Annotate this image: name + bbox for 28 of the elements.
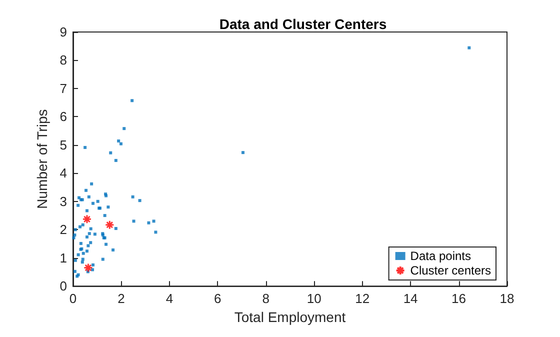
y-tick-label: 1 [60, 250, 67, 266]
point [104, 220, 114, 230]
x-tick-label: 6 [214, 291, 222, 306]
x-tick-label: 18 [500, 291, 514, 306]
x-tick-label: 2 [118, 291, 125, 306]
y-tick-label: 4 [60, 166, 67, 181]
y-tick-label: 8 [60, 52, 67, 68]
point [83, 263, 93, 272]
x-tick-label: 0 [69, 291, 77, 306]
x-tick-label: 16 [452, 291, 466, 306]
x-tick-label: 14 [403, 291, 418, 306]
y-tick-label: 0 [60, 278, 67, 294]
point [82, 214, 92, 224]
y-axis-title: Number of Trips [34, 109, 50, 209]
legend-label: Data points [410, 249, 472, 263]
y-tick-label: 3 [60, 194, 67, 209]
chart-title: Data and Cluster Centers [219, 16, 387, 32]
x-tick-label: 10 [306, 291, 322, 306]
y-tick-label: 9 [60, 24, 67, 40]
legend-label: Cluster centers [410, 264, 492, 278]
x-axis-title: Total Employment [234, 309, 346, 325]
x-tick-label: 4 [166, 291, 174, 306]
y-tick-label: 5 [60, 137, 67, 152]
y-tick-label: 2 [60, 222, 67, 238]
y-tick-label: 6 [60, 109, 67, 124]
x-tick-label: 12 [355, 291, 370, 306]
x-tick-label: 8 [262, 291, 270, 306]
y-tick-label: 7 [60, 80, 67, 96]
